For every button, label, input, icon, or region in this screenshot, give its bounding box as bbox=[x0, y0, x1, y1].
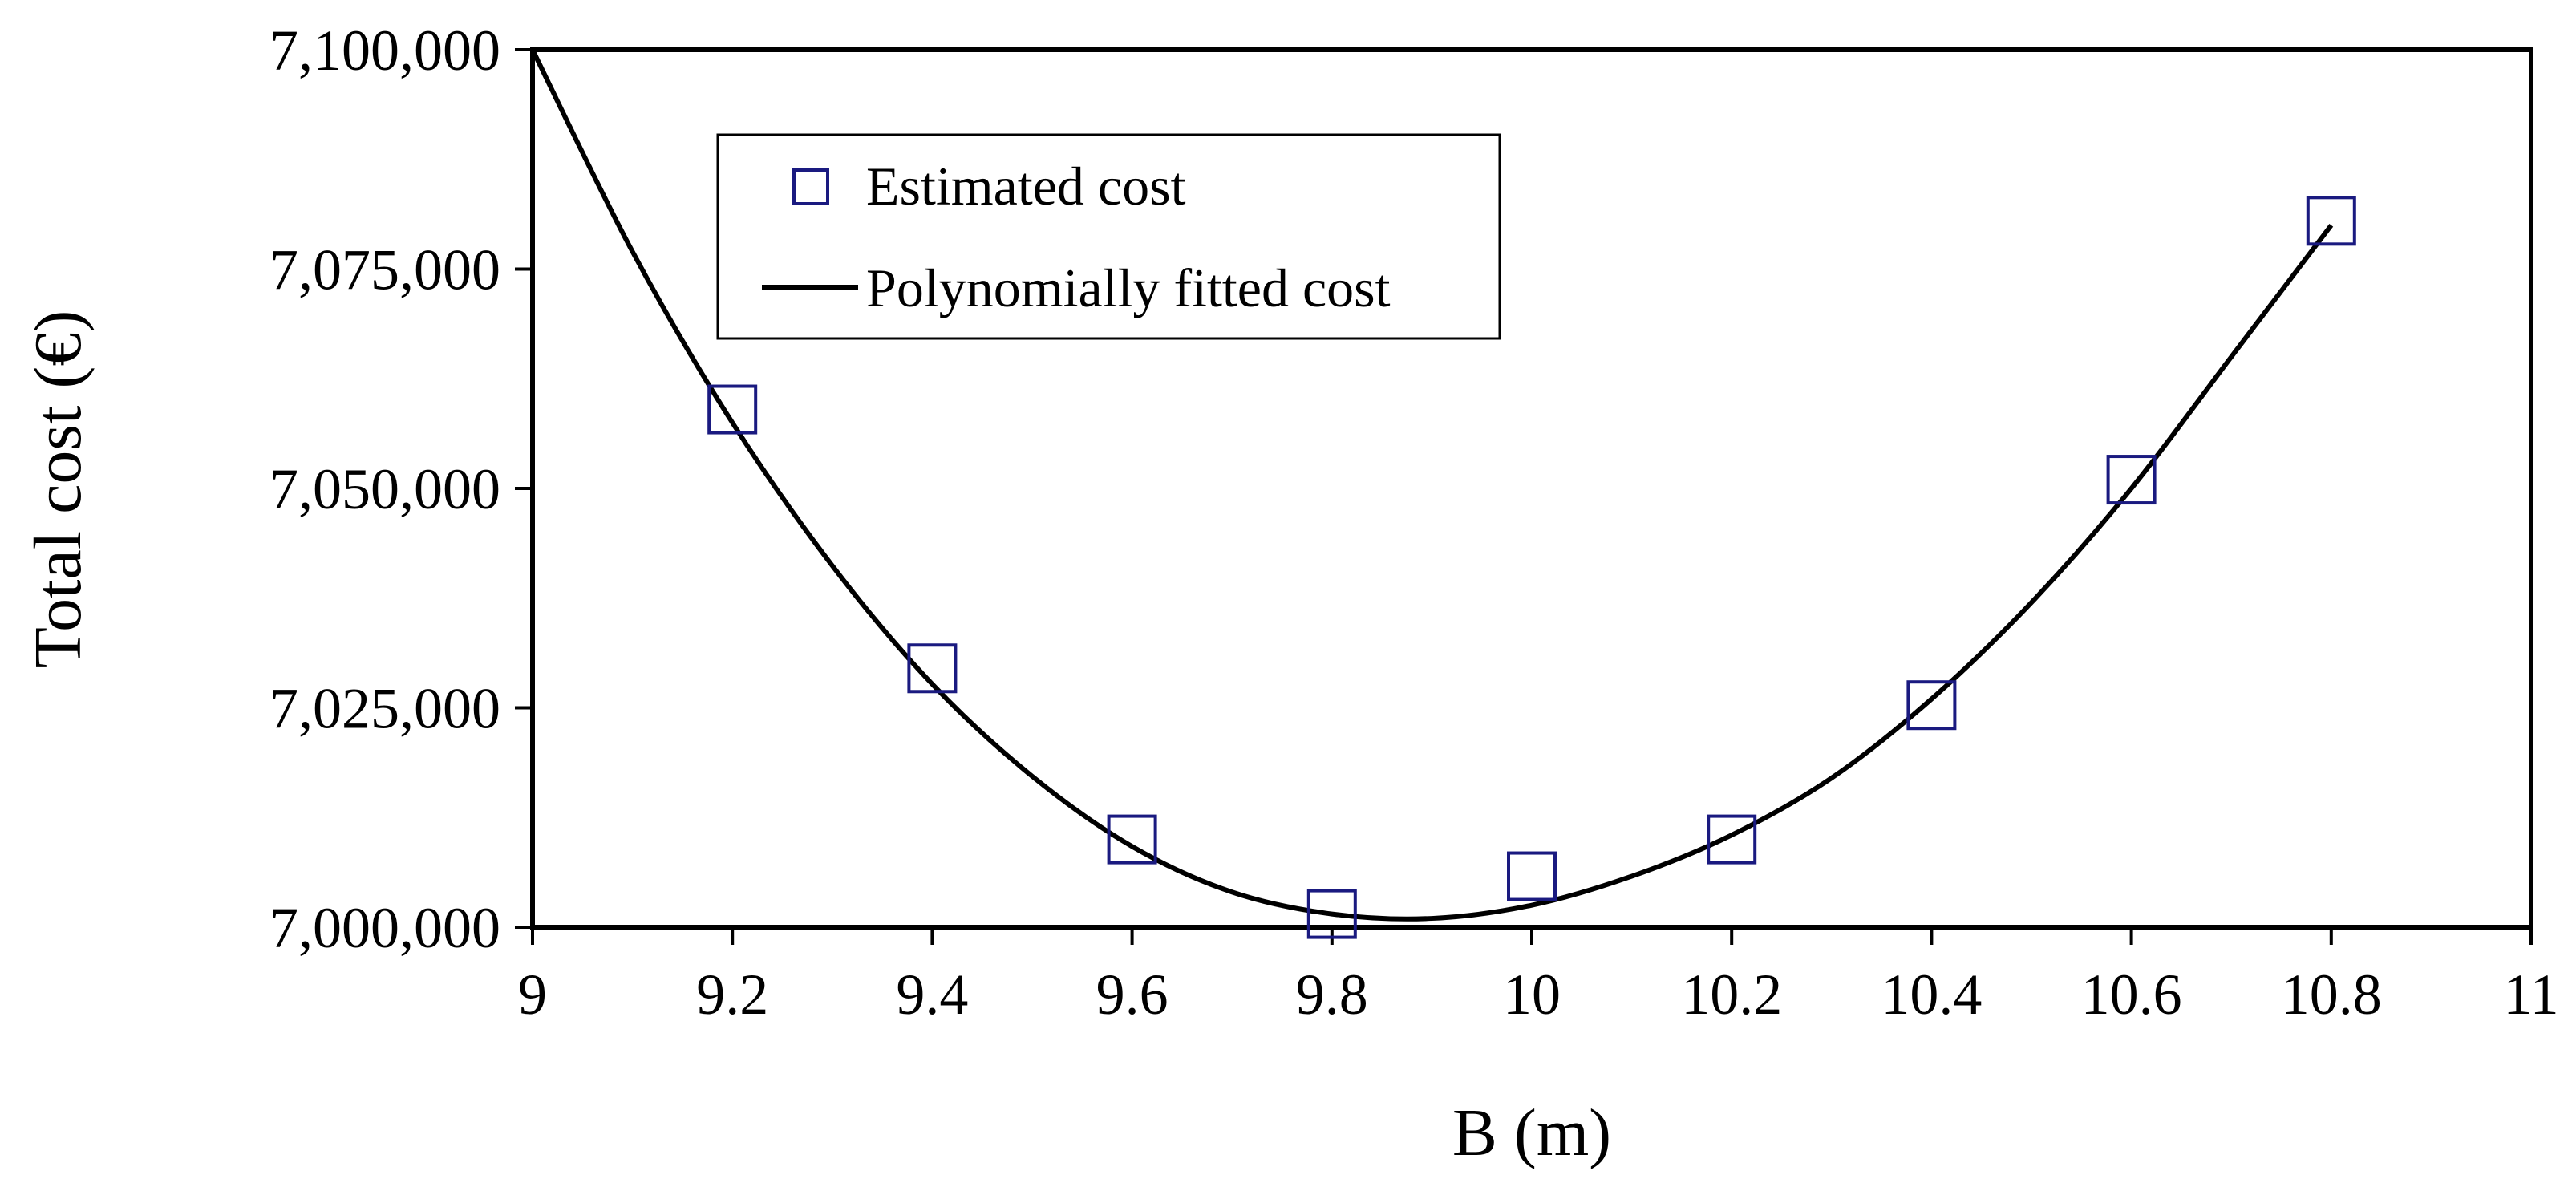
y-tick-label: 7,100,000 bbox=[269, 18, 500, 83]
y-tick-label: 7,025,000 bbox=[269, 677, 500, 741]
legend: Estimated cost Polynomially fitted cost bbox=[716, 133, 1501, 340]
x-tick-label: 9.4 bbox=[896, 962, 968, 1027]
x-tick-label: 10.8 bbox=[2281, 962, 2382, 1027]
fitted-curve-layer bbox=[530, 48, 2334, 922]
x-tick-label: 9.2 bbox=[696, 962, 768, 1027]
x-tick-label: 10.6 bbox=[2081, 962, 2182, 1027]
estimated-cost-point bbox=[1906, 680, 1957, 731]
x-axis-title: B (m) bbox=[1452, 1096, 1611, 1170]
y-axis-title: Total cost (€) bbox=[21, 310, 95, 669]
legend-box bbox=[716, 133, 1501, 340]
estimated-cost-point bbox=[1306, 889, 1357, 939]
legend-label-estimated-cost: Estimated cost bbox=[866, 156, 1186, 217]
legend-label-fitted-cost: Polynomially fitted cost bbox=[866, 257, 1391, 318]
estimated-cost-point bbox=[907, 643, 958, 694]
fitted-cost-line bbox=[530, 48, 2334, 922]
x-tick-label: 10 bbox=[1503, 962, 1561, 1027]
x-tick-label: 9.6 bbox=[1096, 962, 1169, 1027]
estimated-cost-point bbox=[1107, 814, 1157, 865]
x-tick-label: 9 bbox=[518, 962, 547, 1027]
x-tick-label: 11 bbox=[2503, 962, 2558, 1027]
estimated-cost-point bbox=[707, 384, 758, 435]
estimated-cost-point bbox=[1707, 814, 1757, 865]
y-tick-label: 7,000,000 bbox=[269, 896, 500, 960]
y-axis-ticks: 7,000,000 7,025,000 7,050,000 7,075,000 7,10… bbox=[269, 18, 533, 960]
estimated-cost-point bbox=[1507, 851, 1557, 901]
x-tick-label: 10.2 bbox=[1681, 962, 1782, 1027]
x-axis-ticks: 9 9.2 9.4 9.6 9.8 10 10.2 10.4 10.6 10.8 11 bbox=[518, 927, 2559, 1027]
x-tick-label: 10.4 bbox=[1881, 962, 1982, 1027]
legend-marker-estimated-cost bbox=[792, 168, 829, 205]
estimated-cost-markers bbox=[707, 196, 2356, 939]
y-tick-label: 7,075,000 bbox=[269, 238, 500, 302]
estimated-cost-point bbox=[2306, 196, 2356, 246]
y-tick-label: 7,050,000 bbox=[269, 457, 500, 521]
estimated-cost-point bbox=[2106, 455, 2157, 505]
x-tick-label: 9.8 bbox=[1296, 962, 1368, 1027]
